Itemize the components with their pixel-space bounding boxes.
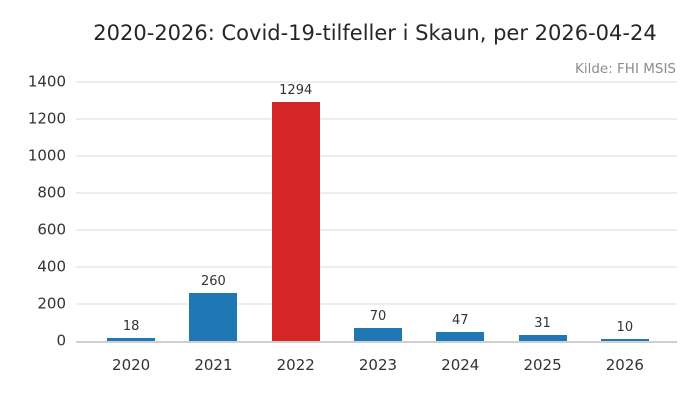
gridline [76, 155, 677, 157]
gridline [76, 192, 677, 195]
x-axis-line [76, 340, 677, 343]
bar-slot: 260 [172, 82, 254, 341]
bar-slot: 18 [90, 82, 172, 341]
bar-value-label: 31 [534, 316, 551, 332]
y-tick-label: 800 [37, 183, 66, 202]
bar-2023 [353, 328, 402, 341]
x-tick-label: 2024 [441, 356, 480, 374]
y-tick-label: 200 [37, 294, 66, 313]
bars-container: 18 260 1294 70 47 31 10 [90, 82, 666, 341]
bar-2020 [107, 337, 156, 341]
y-tick-label: 1000 [27, 146, 66, 165]
x-tick-label: 2025 [523, 356, 562, 374]
x-tick-label: 2022 [276, 356, 315, 374]
plot-area [76, 81, 677, 343]
y-tick-label: 0 [56, 331, 66, 350]
bar-2022 [271, 101, 320, 341]
bar-slot: 31 [501, 82, 583, 341]
gridline [76, 266, 677, 269]
x-axis: 2020 2021 2022 2023 2024 2025 2026 [90, 356, 666, 374]
bar-2021 [189, 292, 238, 341]
source-label: Kilde: FHI MSIS [574, 61, 676, 77]
bar-value-label: 1294 [279, 82, 313, 98]
bar-value-label: 10 [616, 320, 634, 336]
bar-2025 [518, 335, 567, 341]
bar-slot: 70 [337, 82, 419, 341]
bar-value-label: 18 [122, 318, 140, 334]
y-tick-label: 400 [37, 257, 66, 276]
bar-slot: 1294 [255, 82, 337, 341]
gridline [76, 118, 677, 120]
bar-2026 [600, 339, 649, 341]
bar-slot: 47 [419, 82, 501, 341]
x-tick-label: 2023 [358, 356, 398, 374]
gridline [76, 303, 677, 306]
gridline [76, 81, 677, 83]
y-axis: 0 200 400 600 800 1000 1200 1400 [0, 73, 66, 350]
y-tick-label: 600 [37, 220, 66, 239]
chart-title: 2020-2026: Covid-19-tilfeller i Skaun, p… [93, 21, 657, 45]
x-tick-label: 2026 [605, 356, 644, 374]
bar-value-label: 260 [201, 273, 226, 289]
bar-value-label: 47 [451, 313, 469, 329]
bar-slot: 10 [584, 82, 666, 341]
bar-2024 [436, 332, 485, 341]
x-tick-label: 2020 [112, 356, 151, 374]
y-tick-label: 1200 [27, 109, 66, 128]
y-tick-label: 1400 [27, 72, 66, 91]
gridline [76, 229, 677, 231]
x-tick-label: 2021 [194, 356, 233, 374]
bar-value-label: 70 [369, 309, 387, 325]
